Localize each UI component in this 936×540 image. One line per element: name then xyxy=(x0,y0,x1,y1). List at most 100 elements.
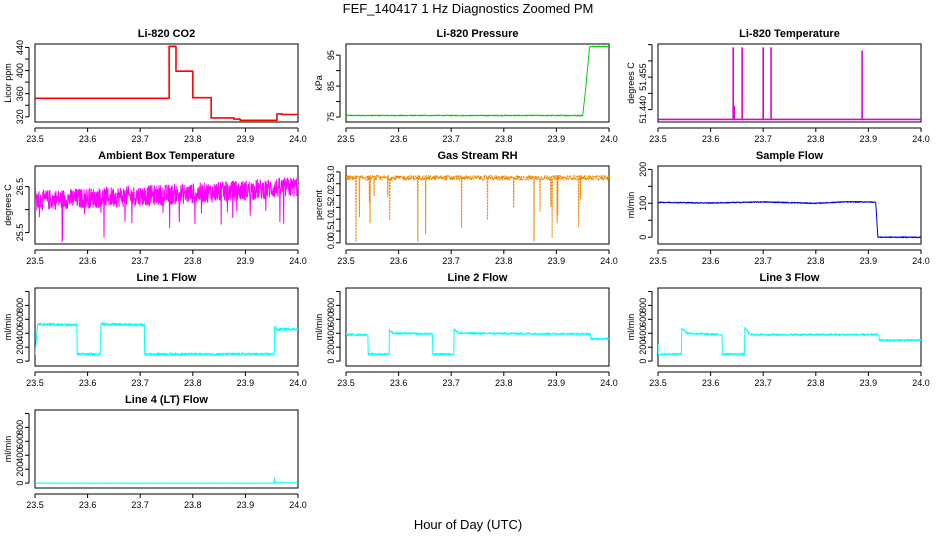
data-series-line xyxy=(35,477,298,484)
x-tick-label: 23.7 xyxy=(131,500,149,510)
y-tick-label: 0 xyxy=(638,359,648,364)
x-tick-label: 23.7 xyxy=(131,134,149,144)
x-tick-label: 23.7 xyxy=(442,134,460,144)
y-tick-label: 25.5 xyxy=(15,224,25,242)
y-axis-label: ml/min xyxy=(3,314,13,341)
y-axis-label: kPa xyxy=(314,75,324,91)
y-tick-label: 75 xyxy=(326,112,336,122)
x-tick-label: 23.6 xyxy=(702,378,720,388)
chart-panel: Li-820 CO2 Licor ppm 23.5 23.6 23.7 23.8 23.9 2… xyxy=(3,28,307,144)
y-tick-label: 26.5 xyxy=(15,178,25,196)
x-tick-label: 23.7 xyxy=(754,134,772,144)
y-tick-label: 2.5 xyxy=(326,177,336,190)
chart-panel: Line 3 Flow ml/min 23.5 23.6 23.7 23.8 23.9 24.… xyxy=(626,272,930,388)
plot-frame xyxy=(657,287,922,367)
y-axis-label: ml/min xyxy=(314,314,324,341)
y-axis-label: percent xyxy=(314,189,324,220)
y-tick-label: 400 xyxy=(638,326,648,341)
x-tick-label: 23.8 xyxy=(184,378,202,388)
plot-frame xyxy=(345,165,610,245)
y-tick-label: 200 xyxy=(638,162,648,177)
x-tick-label: 23.9 xyxy=(237,134,255,144)
x-tick-label: 23.5 xyxy=(337,134,355,144)
y-tick-label: 2.0 xyxy=(326,189,336,202)
chart-title: Line 4 (LT) Flow xyxy=(125,394,208,406)
data-series-line xyxy=(346,328,609,356)
x-tick-label: 23.6 xyxy=(390,378,408,388)
y-axis-label: ml/min xyxy=(626,192,636,219)
chart-panel: Gas Stream RH percent 23.5 23.6 23.7 23.8 23.9… xyxy=(314,150,618,266)
chart-title: Line 2 Flow xyxy=(448,272,508,284)
x-tick-label: 23.8 xyxy=(807,256,825,266)
x-tick-label: 23.9 xyxy=(860,134,878,144)
y-tick-label: 800 xyxy=(326,298,336,313)
x-tick-label: 23.5 xyxy=(26,256,44,266)
y-axis-label: Licor ppm xyxy=(3,63,13,103)
y-tick-label: 400 xyxy=(15,448,25,463)
x-tick-label: 23.8 xyxy=(807,134,825,144)
x-tick-label: 24.0 xyxy=(912,378,930,388)
x-tick-label: 23.8 xyxy=(495,378,513,388)
x-tick-label: 24.0 xyxy=(289,500,307,510)
plot-frame xyxy=(657,165,922,245)
chart-panel: Line 1 Flow ml/min 23.5 23.6 23.7 23.8 23.9 24.… xyxy=(3,272,307,388)
y-tick-label: 600 xyxy=(638,312,648,327)
y-tick-label: 200 xyxy=(326,340,336,355)
y-tick-label: 0 xyxy=(15,359,25,364)
plot-frame xyxy=(34,409,299,489)
chart-title: Li-820 Temperature xyxy=(739,28,840,40)
plot-frame xyxy=(34,287,299,367)
x-tick-label: 23.8 xyxy=(495,256,513,266)
x-tick-label: 23.9 xyxy=(237,500,255,510)
chart-title: Ambient Box Temperature xyxy=(98,150,235,162)
y-tick-label: 0 xyxy=(638,235,648,240)
y-tick-label: 200 xyxy=(15,462,25,477)
y-tick-label: 0.5 xyxy=(326,225,336,238)
x-tick-label: 23.9 xyxy=(548,378,566,388)
plot-frame xyxy=(345,287,610,367)
y-tick-label: 400 xyxy=(326,326,336,341)
x-tick-label: 23.6 xyxy=(79,256,97,266)
data-series-line xyxy=(346,174,609,242)
x-tick-label: 23.6 xyxy=(702,256,720,266)
plot-frame xyxy=(34,43,299,123)
x-tick-label: 23.9 xyxy=(860,256,878,266)
y-tick-label: 95 xyxy=(326,50,336,60)
chart-title: Li-820 Pressure xyxy=(437,28,519,40)
page-x-axis-label: Hour of Day (UTC) xyxy=(413,517,523,532)
y-tick-label: 600 xyxy=(15,434,25,449)
x-tick-label: 23.9 xyxy=(860,378,878,388)
y-tick-label: 200 xyxy=(638,340,648,355)
x-tick-label: 24.0 xyxy=(600,256,618,266)
chart-panel: Ambient Box Temperature degrees C 23.5 23.6… xyxy=(3,150,307,266)
data-series-line xyxy=(35,45,298,122)
y-tick-label: 0.0 xyxy=(326,237,336,250)
y-axis-label: ml/min xyxy=(3,436,13,463)
x-tick-label: 23.6 xyxy=(79,500,97,510)
x-tick-label: 23.9 xyxy=(237,256,255,266)
x-tick-label: 23.9 xyxy=(548,134,566,144)
chart-title: Line 1 Flow xyxy=(137,272,197,284)
x-tick-label: 23.7 xyxy=(131,378,149,388)
data-series-line xyxy=(658,200,921,239)
y-tick-label: 800 xyxy=(15,298,25,313)
x-tick-label: 23.7 xyxy=(754,256,772,266)
y-tick-label: 320 xyxy=(15,109,25,124)
data-series-line xyxy=(658,47,921,121)
y-tick-label: 440 xyxy=(15,40,25,55)
x-tick-label: 23.8 xyxy=(184,134,202,144)
x-tick-label: 23.6 xyxy=(79,378,97,388)
x-tick-label: 23.5 xyxy=(337,256,355,266)
y-tick-label: 400 xyxy=(15,63,25,78)
y-tick-label: 85 xyxy=(326,81,336,91)
chart-panel: Li-820 Temperature degrees C 23.5 23.6 23.7 2… xyxy=(626,28,930,144)
plot-frame xyxy=(657,43,922,123)
y-tick-label: 100 xyxy=(638,196,648,211)
data-series-line xyxy=(346,45,609,117)
chart-panel: Line 2 Flow ml/min 23.5 23.6 23.7 23.8 23.9 24.… xyxy=(314,272,618,388)
data-series-line xyxy=(35,322,298,356)
chart-panel: Li-820 Pressure kPa 23.5 23.6 23.7 23.8 23.9 24… xyxy=(314,28,618,144)
x-tick-label: 24.0 xyxy=(289,256,307,266)
y-tick-label: 400 xyxy=(15,326,25,341)
